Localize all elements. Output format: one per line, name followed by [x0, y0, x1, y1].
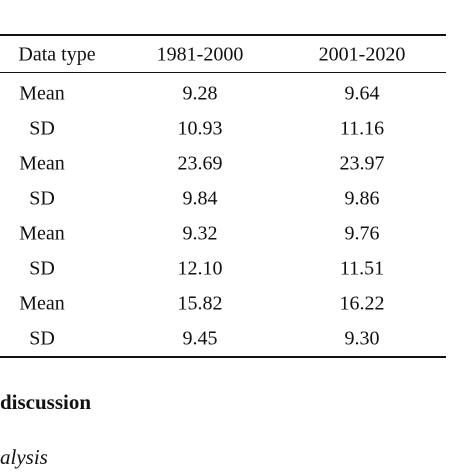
table-cell: 9.30: [344, 327, 380, 350]
table-cell: 10.93: [177, 117, 223, 140]
table-cell: 9.28: [182, 82, 218, 105]
table-cell: 12.10: [177, 257, 223, 280]
table-cell: 9.32: [182, 222, 218, 245]
top-rule: [0, 34, 446, 36]
table-cell: Mean: [19, 152, 65, 175]
header-rule: [0, 72, 446, 73]
header-cell: Data type: [18, 43, 96, 66]
table-cell: Mean: [19, 292, 65, 315]
table-cell: 11.51: [339, 257, 385, 280]
table-cell: 9.64: [344, 82, 380, 105]
table-cell: 9.45: [182, 327, 218, 350]
table-cell: Mean: [19, 82, 65, 105]
table-cell: SD: [29, 257, 55, 280]
section-heading: discussion: [0, 390, 92, 414]
table-cell: 9.86: [344, 187, 380, 210]
table-cell: 11.16: [339, 117, 385, 140]
table-cell: 16.22: [339, 292, 385, 315]
table-cell: 9.76: [344, 222, 380, 245]
table-cell: SD: [29, 327, 55, 350]
table-cell: 23.97: [339, 152, 385, 175]
bottom-rule: [0, 356, 446, 358]
table-cell: 15.82: [177, 292, 223, 315]
table-cell: Mean: [19, 222, 65, 245]
header-cell: 2001-2020: [318, 43, 406, 66]
table-cell: SD: [29, 117, 55, 140]
table-cell: SD: [29, 187, 55, 210]
subsection-heading: alysis: [0, 445, 48, 469]
header-cell: 1981-2000: [156, 43, 244, 66]
table-cell: 9.84: [182, 187, 218, 210]
table-cell: 23.69: [177, 152, 223, 175]
